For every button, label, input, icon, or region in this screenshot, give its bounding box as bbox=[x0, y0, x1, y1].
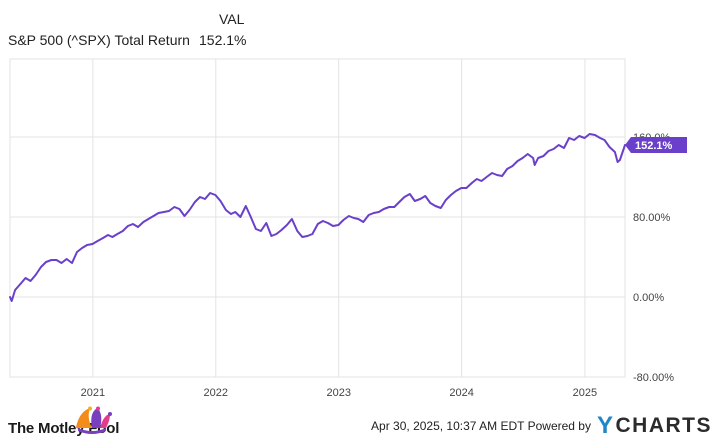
grid-lines bbox=[10, 59, 625, 377]
ycharts-logo[interactable]: Y CHARTS bbox=[597, 412, 712, 440]
footer-timestamp: Apr 30, 2025, 10:37 AM EDT Powered by bbox=[371, 419, 591, 433]
legend: VAL S&P 500 (^SPX) Total Return 152.1% bbox=[0, 0, 300, 52]
plot-area bbox=[9, 58, 626, 378]
legend-column-header: VAL bbox=[219, 11, 245, 27]
footer-attribution: Apr 30, 2025, 10:37 AM EDT Powered by Y … bbox=[371, 412, 712, 440]
legend-series-name[interactable]: S&P 500 (^SPX) Total Return bbox=[8, 32, 190, 48]
end-value-label-background bbox=[625, 137, 687, 153]
ycharts-y-icon: Y bbox=[596, 412, 615, 439]
x-tick-label: 2021 bbox=[81, 387, 105, 399]
x-tick-label: 2024 bbox=[449, 387, 473, 399]
legend-series-value: 152.1% bbox=[199, 32, 247, 48]
x-tick-label: 2022 bbox=[204, 387, 228, 399]
series-line[interactable] bbox=[9, 133, 626, 302]
end-value-label-text: 152.1% bbox=[635, 140, 673, 152]
x-axis: 2021 2022 2023 2024 2025 bbox=[81, 387, 598, 399]
x-tick-label: 2023 bbox=[326, 387, 350, 399]
end-value-label: 152.1% bbox=[625, 137, 687, 153]
y-tick-label: -80.00% bbox=[633, 372, 674, 384]
motley-fool-logo[interactable]: The Motley Fool bbox=[8, 406, 248, 438]
x-tick-label: 2025 bbox=[573, 387, 597, 399]
y-tick-label: 0.00% bbox=[633, 292, 664, 304]
timestamp-text: Apr 30, 2025, 10:37 AM EDT bbox=[371, 419, 525, 433]
y-axis: 160.0%80.00%0.00%-80.00% bbox=[633, 132, 674, 384]
jester-hat-icon bbox=[76, 406, 112, 434]
powered-by-text: Powered by bbox=[527, 419, 591, 433]
y-tick-label: 80.00% bbox=[633, 212, 671, 224]
ycharts-wordmark: CHARTS bbox=[615, 414, 712, 437]
